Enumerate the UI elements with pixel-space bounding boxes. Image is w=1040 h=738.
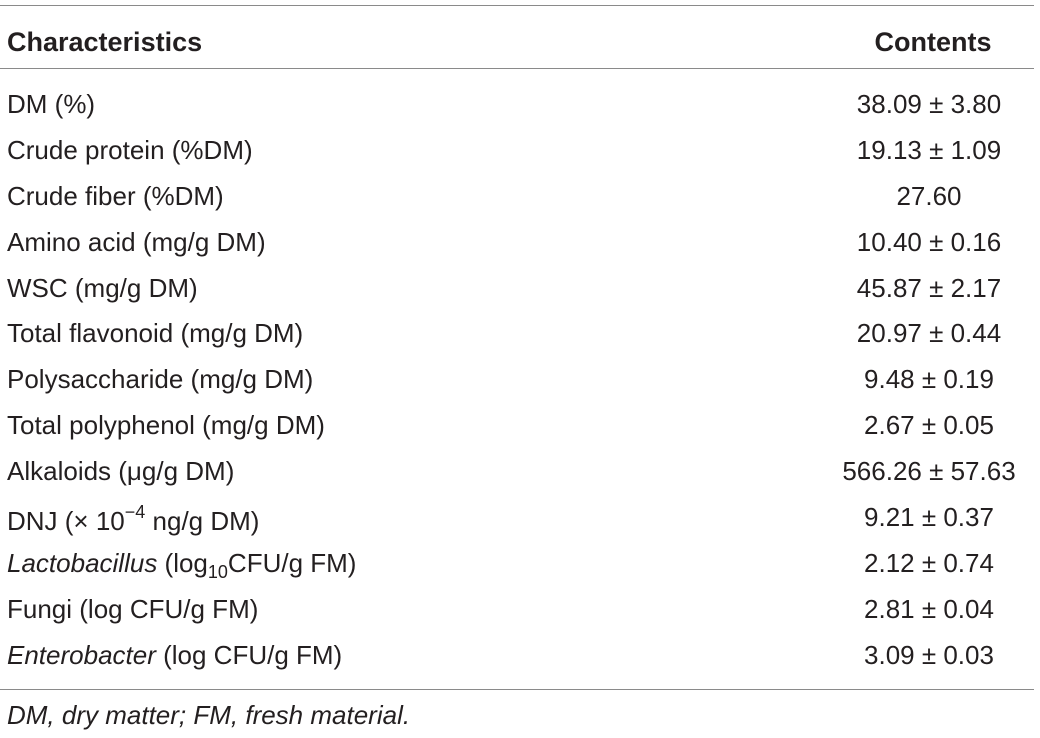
row-label-unit: ng/g DM) [145, 506, 260, 537]
table-row: Crude protein (%DM) 19.13 ± 1.09 [0, 127, 1034, 173]
exponent: −4 [124, 502, 146, 523]
table-row: DM (%) 38.09 ± 3.80 [0, 81, 1034, 127]
genus-name: Lactobacillus [7, 547, 158, 578]
row-label: Crude fiber (%DM) [7, 180, 224, 211]
row-label: Total flavonoid (mg/g DM) [7, 318, 304, 349]
row-value: 2.12 ± 0.74 [864, 547, 994, 578]
row-value: 19.13 ± 1.09 [856, 134, 1002, 165]
row-label-unit: CFU/g FM) [227, 547, 357, 578]
table-row: Total flavonoid (mg/g DM) 20.97 ± 0.44 [0, 310, 1034, 356]
row-value: 3.09 ± 0.03 [864, 639, 994, 670]
row-value: 20.97 ± 0.44 [856, 318, 1002, 349]
row-label: WSC (mg/g DM) [7, 272, 198, 303]
row-label: Alkaloids (μg/g DM) [7, 456, 235, 487]
row-value: 27.60 [896, 180, 962, 211]
row-label-unit: (log CFU/g FM) [155, 639, 343, 670]
table-row: Total polyphenol (mg/g DM) 2.67 ± 0.05 [0, 402, 1034, 448]
table-header-row: Characteristics Contents [0, 18, 1034, 64]
table-row: Crude fiber (%DM) 27.60 [0, 173, 1034, 219]
row-label: DNJ (× 10−4 ng/g DM) [7, 502, 259, 537]
row-label-text: DNJ (× 10 [7, 506, 125, 537]
genus-name: Enterobacter [7, 639, 156, 670]
row-label: Amino acid (mg/g DM) [7, 226, 266, 257]
row-value: 45.87 ± 2.17 [856, 272, 1002, 303]
table-row: Enterobacter (log CFU/g FM) 3.09 ± 0.03 [0, 632, 1034, 678]
row-value: 2.67 ± 0.05 [864, 410, 994, 441]
bottom-rule [0, 689, 1034, 690]
row-value: 9.21 ± 0.37 [864, 502, 994, 533]
row-value: 566.26 ± 57.63 [842, 456, 1016, 487]
row-label: Total polyphenol (mg/g DM) [7, 410, 325, 441]
header-contents: Contents [874, 27, 992, 57]
table-row: Alkaloids (μg/g DM) 566.26 ± 57.63 [0, 448, 1034, 494]
table-row: WSC (mg/g DM) 45.87 ± 2.17 [0, 265, 1034, 311]
row-value: 38.09 ± 3.80 [856, 89, 1002, 119]
row-label: Polysaccharide (mg/g DM) [7, 364, 314, 395]
table-row: Lactobacillus (log10CFU/g FM) 2.12 ± 0.7… [0, 540, 1034, 586]
row-value: 10.40 ± 0.16 [856, 226, 1002, 257]
row-value: 9.48 ± 0.19 [864, 364, 994, 395]
table-footnote: DM, dry matter; FM, fresh material. [7, 700, 411, 730]
table-row: Fungi (log CFU/g FM) 2.81 ± 0.04 [0, 586, 1034, 632]
row-label: Crude protein (%DM) [7, 134, 253, 165]
top-rule [0, 5, 1034, 6]
table-row: Amino acid (mg/g DM) 10.40 ± 0.16 [0, 219, 1034, 265]
row-label: Enterobacter (log CFU/g FM) [7, 640, 342, 671]
row-label: DM (%) [7, 89, 96, 119]
table-body: DM (%) 38.09 ± 3.80 Crude protein (%DM) … [0, 81, 1034, 678]
row-label-text: (log [157, 547, 208, 578]
subscript: 10 [207, 561, 228, 582]
row-label: Fungi (log CFU/g FM) [7, 593, 259, 624]
table-row: DNJ (× 10−4 ng/g DM) 9.21 ± 0.37 [0, 494, 1034, 540]
header-characteristics: Characteristics [7, 27, 203, 57]
row-value: 2.81 ± 0.04 [864, 593, 994, 624]
row-label: Lactobacillus (log10CFU/g FM) [7, 548, 356, 583]
table-row: Polysaccharide (mg/g DM) 9.48 ± 0.19 [0, 356, 1034, 402]
header-rule [0, 68, 1034, 69]
